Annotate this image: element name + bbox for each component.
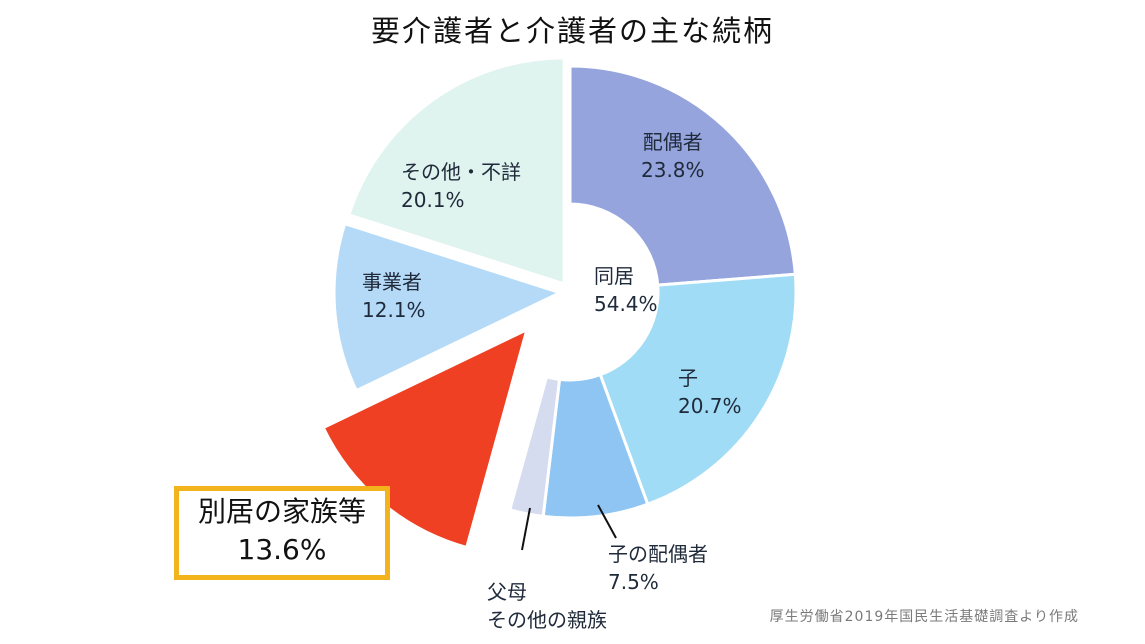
slice-child xyxy=(598,272,798,507)
highlight-name: 別居の家族等 xyxy=(197,495,366,528)
slice-business xyxy=(332,221,565,393)
slice-parents-other xyxy=(507,374,562,519)
label-child: 子 20.7% xyxy=(678,364,742,420)
label-spouse-name: 配偶者 xyxy=(642,130,703,154)
leader-line-child-spouse xyxy=(597,504,617,539)
label-business-value: 12.1% xyxy=(362,298,426,322)
slice-other-unknown xyxy=(347,56,566,286)
label-spouse-value: 23.8% xyxy=(641,158,705,182)
label-other-name: その他・不詳 xyxy=(401,160,521,184)
center-label-value: 54.4% xyxy=(594,292,658,316)
label-business: 事業者 12.1% xyxy=(362,268,426,324)
label-child-name: 子 xyxy=(678,366,698,390)
label-other-unknown: その他・不詳 20.1% xyxy=(401,158,521,214)
label-parents-line2: その他の親族 xyxy=(487,608,607,632)
label-parents-line1: 父母 xyxy=(487,580,527,604)
label-parents-other: 父母 その他の親族 xyxy=(487,578,607,634)
label-child-spouse-name: 子の配偶者 xyxy=(608,542,708,566)
label-business-name: 事業者 xyxy=(362,270,422,294)
highlight-value: 13.6% xyxy=(237,533,327,566)
label-center: 同居 54.4% xyxy=(594,262,658,318)
label-child-value: 20.7% xyxy=(678,394,742,418)
leader-line-parents-other xyxy=(521,507,531,551)
label-child-spouse-value: 7.5% xyxy=(608,570,659,594)
label-child-spouse: 子の配偶者 7.5% xyxy=(608,540,708,596)
label-other-value: 20.1% xyxy=(401,188,465,212)
center-label-name: 同居 xyxy=(594,264,634,288)
chart-title: 要介護者と介護者の主な続柄 xyxy=(370,14,774,48)
label-spouse: 配偶者 23.8% xyxy=(641,128,705,184)
slice-spouse xyxy=(568,64,797,287)
source-note: 厚生労働省2019年国民生活基礎調査より作成 xyxy=(769,609,1079,625)
highlight-box: 別居の家族等 13.6% xyxy=(174,486,390,580)
